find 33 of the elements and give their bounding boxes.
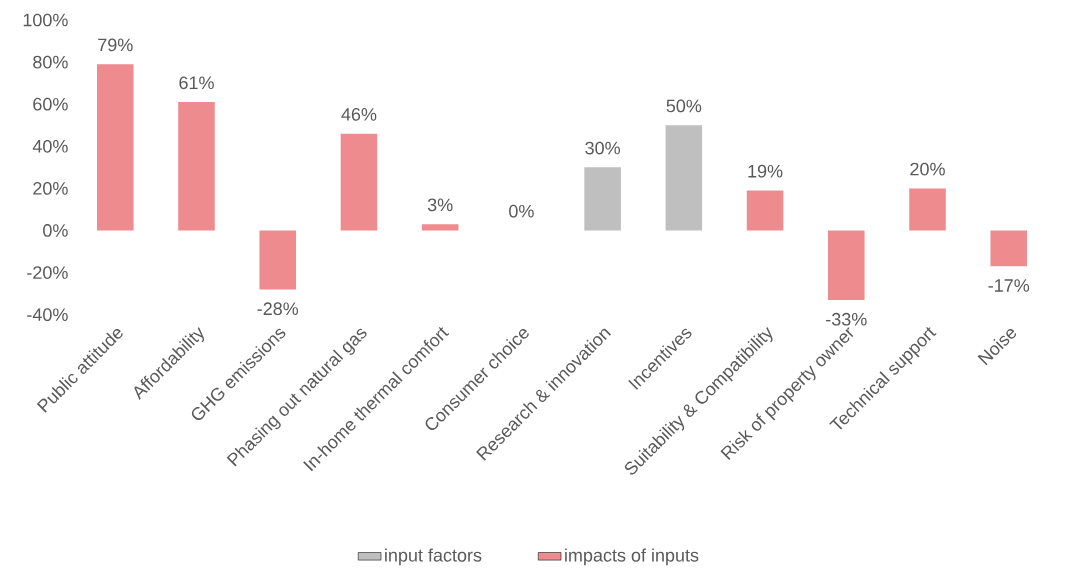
- bar: [990, 230, 1027, 267]
- bar: [665, 125, 703, 231]
- bar: [584, 167, 621, 231]
- bar: [97, 64, 134, 231]
- y-tick-label: 20%: [33, 182, 68, 195]
- y-tick-label: 0%: [43, 224, 68, 237]
- data-label: 19%: [748, 164, 783, 178]
- legend-label: input factors: [385, 548, 482, 566]
- data-label: 61%: [179, 76, 214, 90]
- data-label: 50%: [666, 99, 702, 113]
- y-tick-label: 60%: [33, 97, 68, 111]
- legend-label: impacts of inputs: [565, 548, 699, 566]
- y-tick-label: 40%: [32, 139, 68, 153]
- data-label: 30%: [585, 141, 620, 155]
- bar: [828, 230, 865, 300]
- bar: [421, 224, 459, 231]
- bar: [746, 190, 784, 231]
- data-label: 79%: [98, 38, 133, 52]
- data-label: 46%: [341, 107, 377, 121]
- bar: [259, 230, 296, 290]
- data-label: 3%: [427, 198, 453, 212]
- data-label: 20%: [910, 162, 945, 176]
- bar: [178, 102, 215, 231]
- y-tick-label: 100%: [23, 13, 68, 27]
- bar: [909, 188, 946, 231]
- y-tick-label: -40%: [27, 308, 68, 322]
- data-label: 0%: [509, 204, 534, 218]
- y-tick-label: 80%: [33, 55, 68, 69]
- data-label: -28%: [257, 302, 299, 316]
- data-label: -17%: [988, 279, 1030, 292]
- bar: [340, 133, 378, 231]
- data-label: -33%: [826, 312, 867, 326]
- y-tick-label: -20%: [27, 266, 68, 279]
